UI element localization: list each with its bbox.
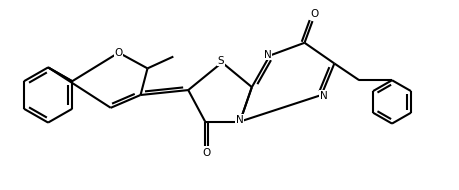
Text: S: S — [217, 55, 224, 66]
Text: N: N — [319, 91, 327, 101]
Text: O: O — [202, 148, 210, 158]
Text: N: N — [235, 115, 243, 125]
Text: N: N — [263, 50, 271, 60]
Text: O: O — [310, 9, 318, 19]
Text: O: O — [114, 48, 123, 58]
